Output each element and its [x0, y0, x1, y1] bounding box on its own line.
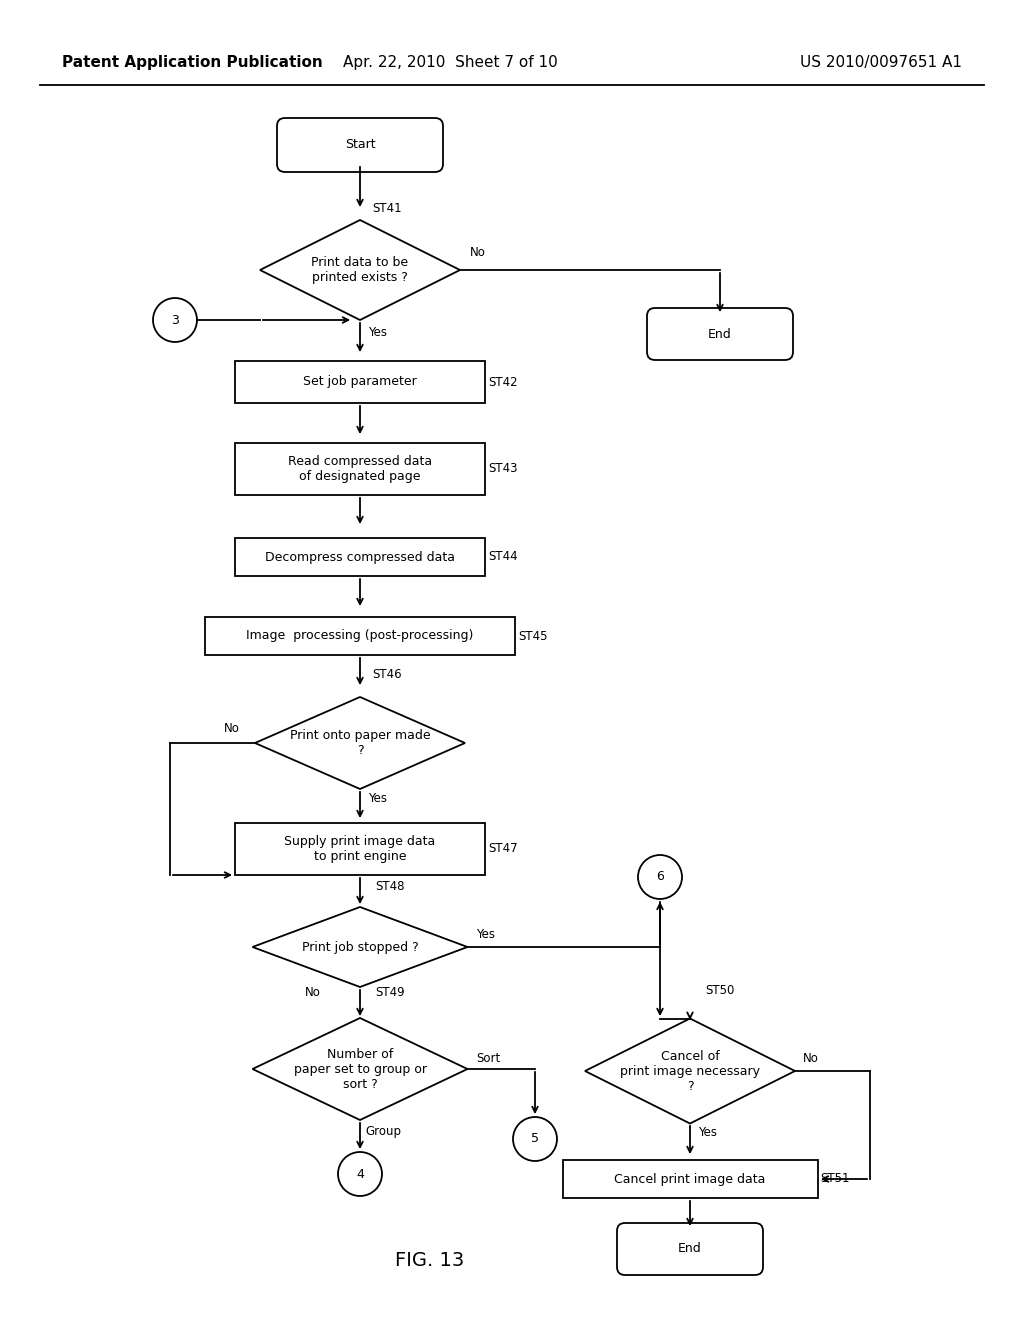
Text: Cancel print image data: Cancel print image data: [614, 1172, 766, 1185]
Polygon shape: [585, 1019, 795, 1123]
Circle shape: [513, 1117, 557, 1162]
Text: No: No: [224, 722, 240, 734]
Text: ST51: ST51: [820, 1172, 850, 1185]
Text: Sort: Sort: [476, 1052, 501, 1065]
Circle shape: [638, 855, 682, 899]
Text: ST43: ST43: [488, 462, 517, 475]
Text: FIG. 13: FIG. 13: [395, 1250, 465, 1270]
Text: Image  processing (post-processing): Image processing (post-processing): [247, 630, 474, 643]
Text: Print onto paper made
?: Print onto paper made ?: [290, 729, 430, 756]
Text: US 2010/0097651 A1: US 2010/0097651 A1: [800, 54, 962, 70]
Text: ST48: ST48: [375, 880, 404, 894]
Circle shape: [153, 298, 197, 342]
Polygon shape: [260, 220, 460, 319]
Text: Apr. 22, 2010  Sheet 7 of 10: Apr. 22, 2010 Sheet 7 of 10: [343, 54, 557, 70]
Polygon shape: [253, 907, 468, 987]
FancyBboxPatch shape: [647, 308, 793, 360]
Polygon shape: [255, 697, 465, 789]
Text: Start: Start: [345, 139, 376, 152]
Text: ST49: ST49: [375, 986, 404, 999]
Text: End: End: [678, 1242, 701, 1255]
Text: Number of
paper set to group or
sort ?: Number of paper set to group or sort ?: [294, 1048, 427, 1090]
FancyBboxPatch shape: [278, 117, 443, 172]
Text: Patent Application Publication: Patent Application Publication: [62, 54, 323, 70]
Text: ST42: ST42: [488, 375, 517, 388]
Text: ST45: ST45: [518, 630, 548, 643]
Text: Yes: Yes: [476, 928, 495, 941]
Text: No: No: [470, 246, 485, 259]
Text: Cancel of
print image necessary
?: Cancel of print image necessary ?: [620, 1049, 760, 1093]
Text: ST46: ST46: [372, 668, 401, 681]
Text: ST50: ST50: [705, 985, 734, 998]
Bar: [234, 539, 485, 576]
Text: 3: 3: [171, 314, 179, 326]
Text: Set job parameter: Set job parameter: [303, 375, 417, 388]
Text: 6: 6: [656, 870, 664, 883]
Polygon shape: [253, 1018, 468, 1119]
Text: End: End: [709, 327, 732, 341]
Text: ST41: ST41: [372, 202, 401, 214]
Text: 4: 4: [356, 1167, 364, 1180]
Bar: [234, 822, 485, 875]
Text: Decompress compressed data: Decompress compressed data: [265, 550, 455, 564]
Text: ST44: ST44: [488, 550, 517, 564]
Text: Yes: Yes: [698, 1126, 717, 1139]
Text: 5: 5: [531, 1133, 539, 1146]
Circle shape: [338, 1152, 382, 1196]
Text: Yes: Yes: [368, 326, 387, 338]
Bar: [205, 616, 515, 655]
Text: Supply print image data
to print engine: Supply print image data to print engine: [285, 836, 435, 863]
Text: No: No: [305, 986, 321, 999]
Bar: [234, 360, 485, 403]
Bar: [562, 1160, 817, 1199]
Text: Print job stopped ?: Print job stopped ?: [302, 940, 419, 953]
Text: ST47: ST47: [488, 842, 517, 855]
FancyBboxPatch shape: [617, 1224, 763, 1275]
Text: Yes: Yes: [368, 792, 387, 804]
Text: No: No: [803, 1052, 819, 1065]
Bar: [234, 444, 485, 495]
Text: Group: Group: [365, 1125, 401, 1138]
Text: Read compressed data
of designated page: Read compressed data of designated page: [288, 455, 432, 483]
Text: Print data to be
printed exists ?: Print data to be printed exists ?: [311, 256, 409, 284]
